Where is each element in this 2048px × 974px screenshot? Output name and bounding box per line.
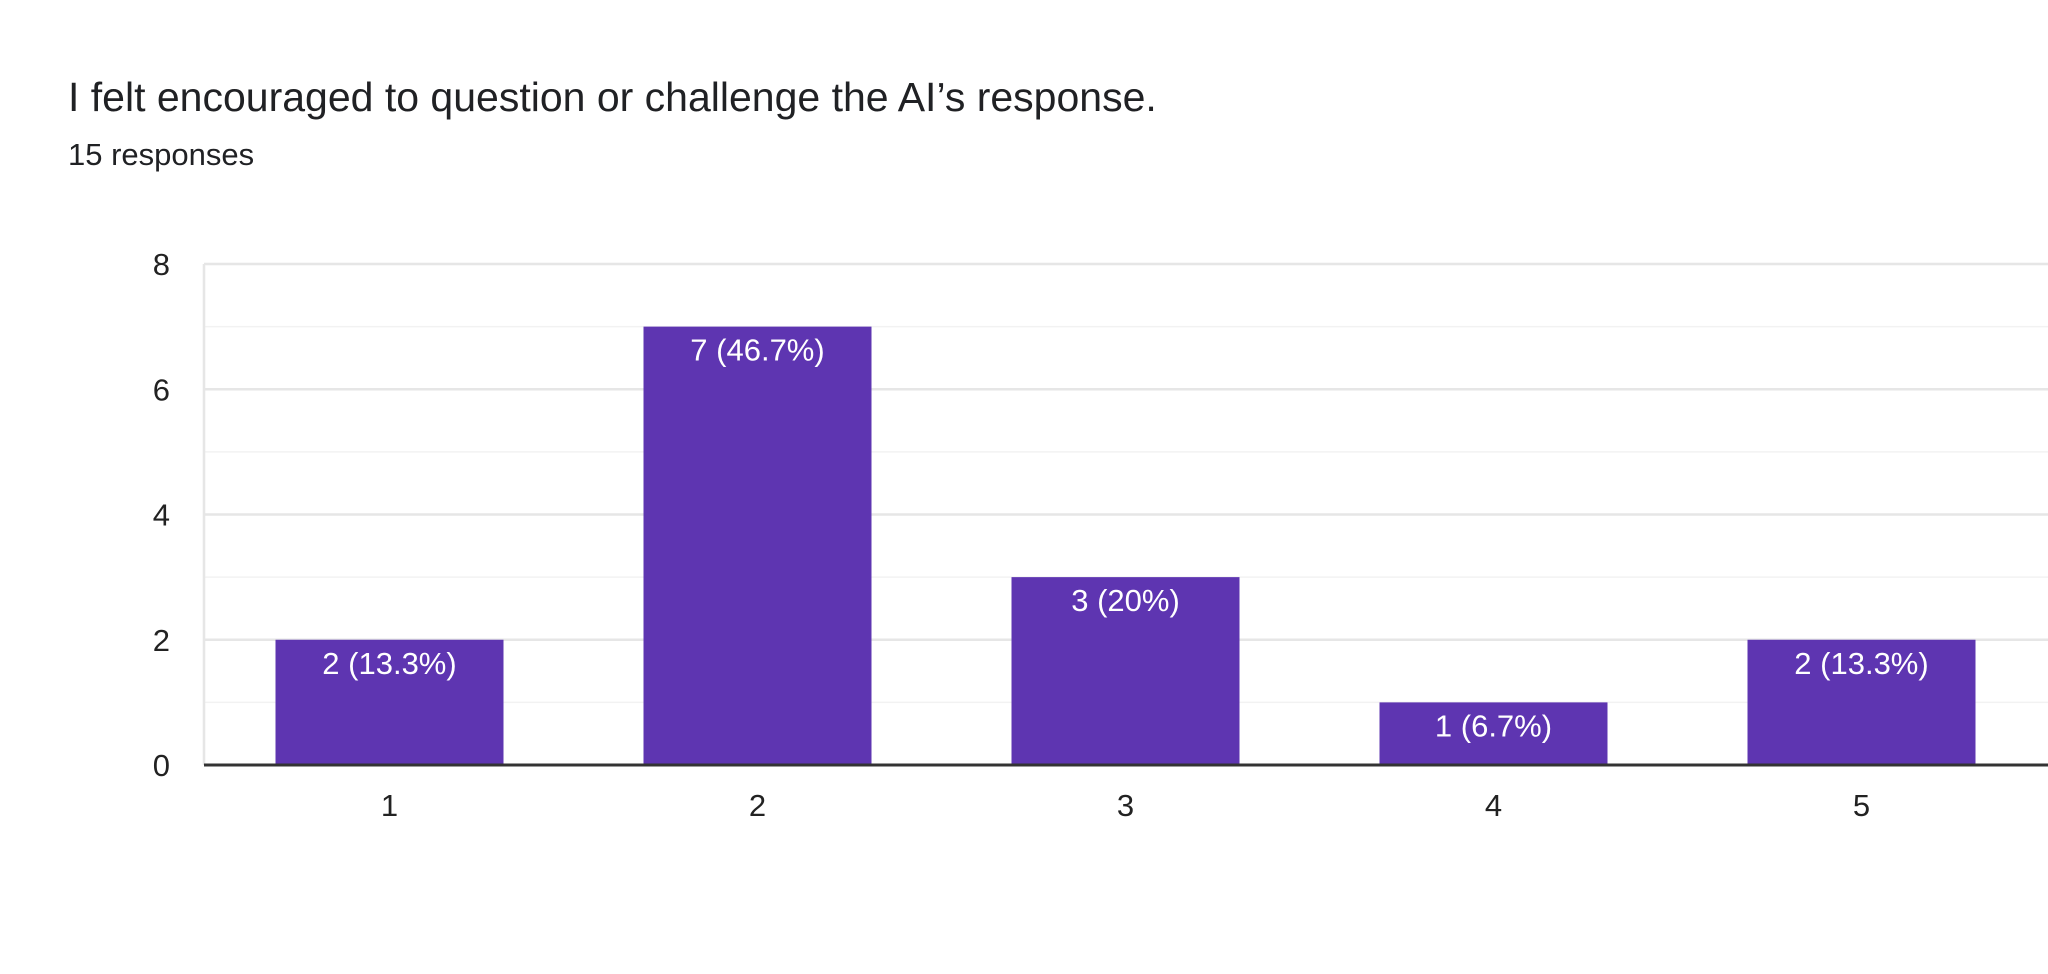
bar-4 xyxy=(1379,702,1608,765)
y-tick-label: 2 xyxy=(153,623,170,658)
bar-data-label: 1 (6.7%) xyxy=(1435,708,1552,743)
bar-5 xyxy=(1747,639,1976,765)
bar-data-label: 2 (13.3%) xyxy=(322,646,456,681)
x-tick-label: 1 xyxy=(381,788,398,823)
x-tick-label: 4 xyxy=(1485,788,1502,823)
x-tick-label: 3 xyxy=(1117,788,1134,823)
bar-data-label: 7 (46.7%) xyxy=(690,333,824,368)
response-count: 15 responses xyxy=(68,137,255,172)
x-tick-label: 2 xyxy=(749,788,766,823)
bar-data-label: 3 (20%) xyxy=(1071,583,1180,618)
x-tick-label: 5 xyxy=(1853,788,1870,823)
y-tick-label: 6 xyxy=(153,372,170,407)
bar-3 xyxy=(1011,577,1240,765)
bar-data-label: 2 (13.3%) xyxy=(1794,646,1928,681)
bar-1 xyxy=(275,639,504,765)
question-title: I felt encouraged to question or challen… xyxy=(68,74,1157,120)
y-tick-label: 8 xyxy=(153,247,170,282)
bar-2 xyxy=(643,326,872,765)
y-tick-label: 4 xyxy=(153,498,170,533)
y-tick-label: 0 xyxy=(153,748,170,783)
